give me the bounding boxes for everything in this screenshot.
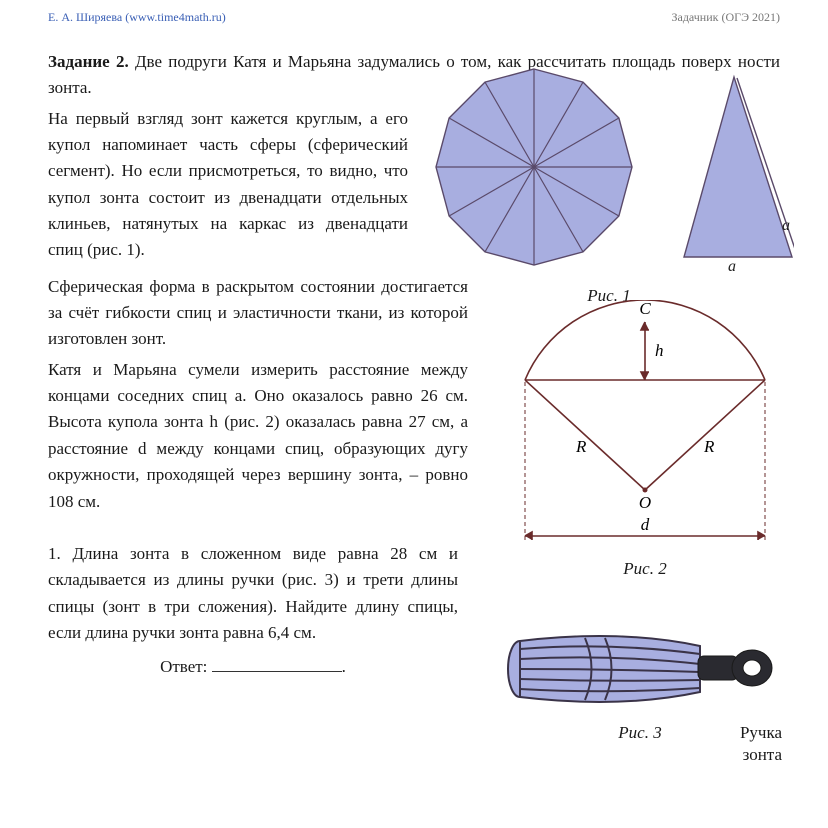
svg-text:a: a xyxy=(782,217,790,234)
svg-text:a: a xyxy=(728,258,736,275)
svg-text:R: R xyxy=(575,437,587,456)
svg-text:O: O xyxy=(639,493,651,512)
svg-text:R: R xyxy=(703,437,715,456)
answer-row: Ответ: . xyxy=(48,654,458,677)
svg-text:C: C xyxy=(639,300,651,318)
answer-blank xyxy=(212,654,342,672)
header-right: Задачник (ОГЭ 2021) xyxy=(671,10,780,25)
figure-1: a a Рис. 1 xyxy=(424,62,794,306)
paragraph-2: Сферическая форма в раскрытом сос­тоянии… xyxy=(48,274,468,353)
header-left: Е. А. Ширяева (www.time4math.ru) xyxy=(48,10,226,25)
figure-2: C h R R O d Рис. 2 xyxy=(510,300,780,579)
task-label: Задание 2. xyxy=(48,52,129,71)
page-header: Е. А. Ширяева (www.time4math.ru) Задачни… xyxy=(48,10,780,25)
svg-text:h: h xyxy=(655,341,664,360)
answer-label: Ответ: xyxy=(160,657,207,676)
paragraph-3: Катя и Марьяна сумели измерить расстоя­н… xyxy=(48,357,468,515)
paragraph-1: На первый взгляд зонт кажется круглым, а… xyxy=(48,106,408,264)
figure-2-caption: Рис. 2 xyxy=(510,559,780,579)
handle-label: Ручказонта xyxy=(740,722,782,766)
svg-text:d: d xyxy=(641,515,650,534)
question-1: 1. Длина зонта в сложенном виде равна 28… xyxy=(48,541,458,646)
